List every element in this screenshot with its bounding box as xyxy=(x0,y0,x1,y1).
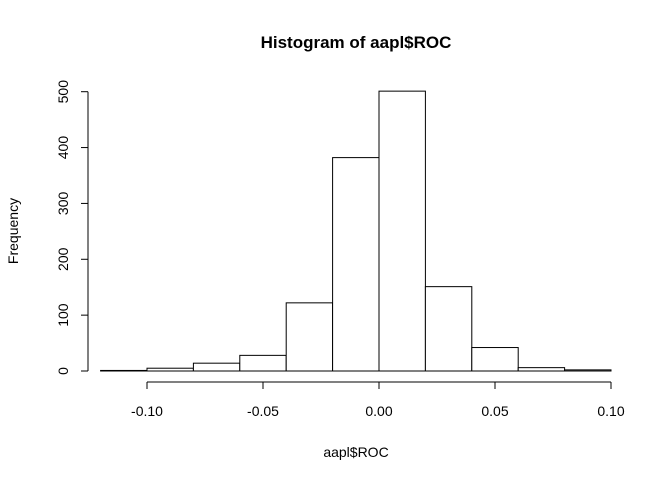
histogram-bar-1 xyxy=(146,367,194,372)
histogram-bar-2 xyxy=(192,362,241,372)
histogram-bar-6 xyxy=(378,90,426,372)
x-tick-label: 0.10 xyxy=(597,403,624,419)
x-tick-label: 0.05 xyxy=(481,403,508,419)
histogram-bar-7 xyxy=(424,286,473,372)
y-tick-label: 300 xyxy=(55,192,71,216)
histogram-bar-10 xyxy=(564,369,612,372)
histogram-bar-5 xyxy=(332,157,380,372)
y-tick-label: 200 xyxy=(55,247,71,271)
y-tick-label: 500 xyxy=(55,80,71,104)
chart-title: Histogram of aapl$ROC xyxy=(261,33,452,52)
y-tick-label: 100 xyxy=(55,303,71,327)
y-axis-label: Frequency xyxy=(5,198,21,264)
histogram-bar-3 xyxy=(239,354,287,372)
histogram-bar-4 xyxy=(285,302,334,372)
histogram-bar-8 xyxy=(471,347,519,372)
y-axis: 0 100 200 300 400 500 xyxy=(55,80,89,375)
x-tick-label: -0.10 xyxy=(131,403,163,419)
x-tick-label: -0.05 xyxy=(247,403,279,419)
histogram-bar-0 xyxy=(100,369,148,372)
x-axis-label: aapl$ROC xyxy=(323,444,388,460)
y-tick-label: 0 xyxy=(55,367,71,375)
bars-group xyxy=(100,90,612,372)
x-axis: -0.10 -0.05 0.00 0.05 0.10 xyxy=(131,381,625,419)
x-tick-label: 0.00 xyxy=(365,403,392,419)
y-tick-label: 400 xyxy=(55,136,71,160)
histogram-bar-9 xyxy=(517,367,566,372)
